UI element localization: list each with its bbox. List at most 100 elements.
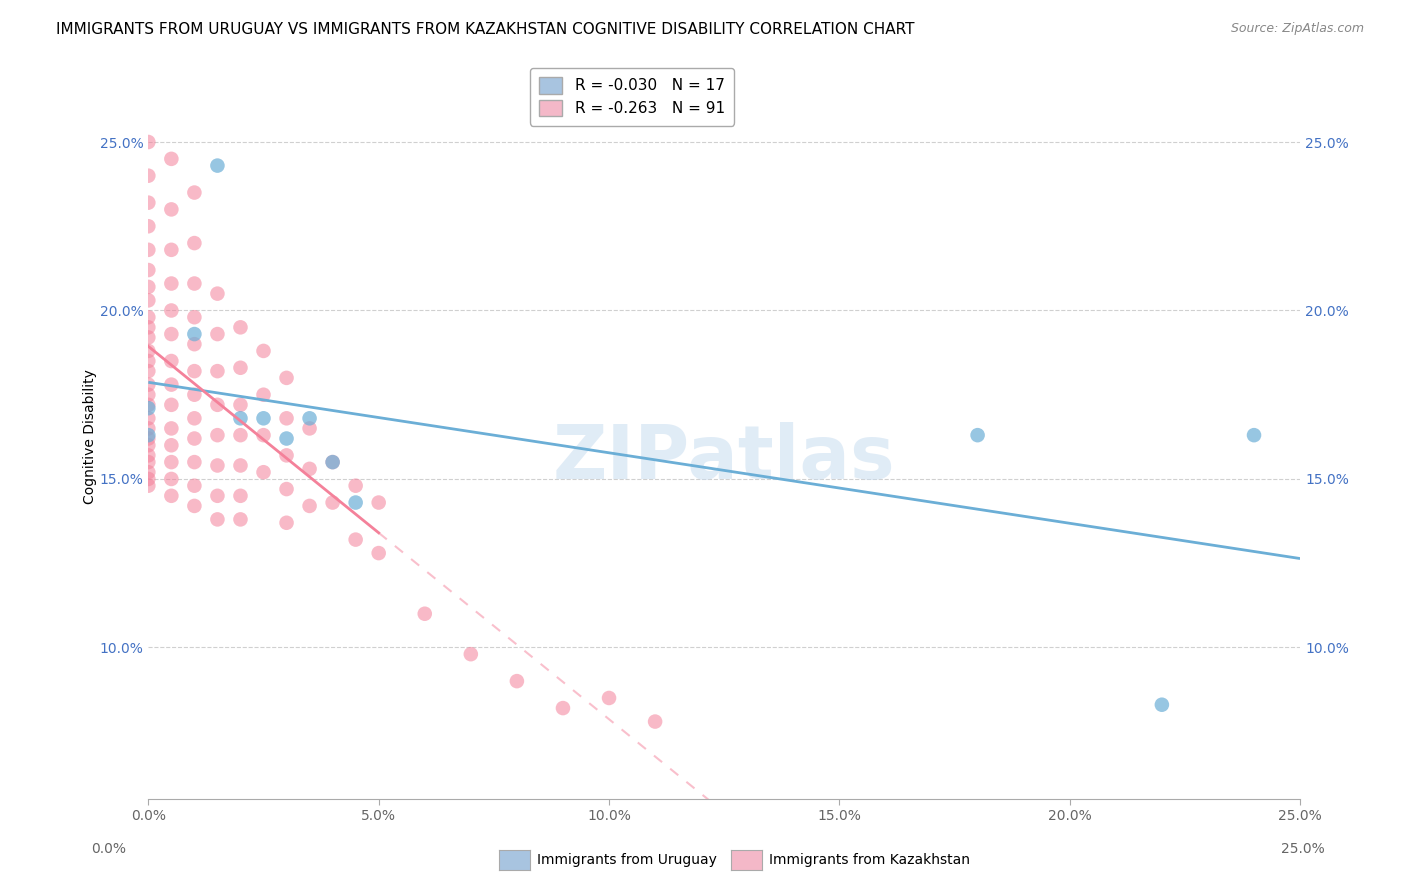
Point bbox=[298, 421, 321, 435]
Point bbox=[1150, 698, 1173, 712]
Point bbox=[207, 428, 229, 442]
Point bbox=[160, 489, 183, 503]
Point bbox=[138, 438, 160, 452]
Point bbox=[229, 360, 252, 375]
Text: ZIPatlas: ZIPatlas bbox=[553, 422, 896, 495]
Point bbox=[138, 219, 160, 234]
Point bbox=[183, 327, 205, 342]
Point bbox=[322, 455, 344, 469]
Point bbox=[138, 428, 160, 442]
Point bbox=[229, 411, 252, 425]
Point bbox=[138, 449, 160, 463]
Point bbox=[160, 438, 183, 452]
Point bbox=[344, 533, 367, 547]
Point bbox=[160, 472, 183, 486]
Point bbox=[1243, 428, 1265, 442]
Point bbox=[276, 432, 298, 446]
Text: 25.0%: 25.0% bbox=[1281, 842, 1324, 856]
Point bbox=[160, 243, 183, 257]
Point bbox=[183, 388, 205, 402]
Point bbox=[252, 411, 274, 425]
Point bbox=[413, 607, 436, 621]
Point bbox=[207, 159, 229, 173]
Point bbox=[460, 647, 482, 661]
Point bbox=[160, 377, 183, 392]
Point bbox=[276, 411, 298, 425]
Point bbox=[138, 320, 160, 334]
Point bbox=[551, 701, 574, 715]
Point bbox=[506, 674, 529, 689]
Point bbox=[183, 186, 205, 200]
Point bbox=[183, 479, 205, 493]
Point bbox=[138, 135, 160, 149]
Point bbox=[138, 455, 160, 469]
Point bbox=[138, 169, 160, 183]
Point bbox=[138, 401, 160, 416]
Point bbox=[183, 364, 205, 378]
Point bbox=[344, 479, 367, 493]
Point bbox=[598, 690, 620, 705]
Point bbox=[183, 236, 205, 251]
Point bbox=[138, 432, 160, 446]
Point bbox=[183, 277, 205, 291]
Point bbox=[229, 398, 252, 412]
Text: 0.0%: 0.0% bbox=[91, 842, 127, 856]
Point bbox=[183, 499, 205, 513]
Point bbox=[207, 458, 229, 473]
Text: Immigrants from Uruguay: Immigrants from Uruguay bbox=[537, 853, 717, 867]
Point bbox=[966, 428, 988, 442]
Point bbox=[138, 398, 160, 412]
Point bbox=[207, 286, 229, 301]
Point bbox=[138, 364, 160, 378]
Point bbox=[183, 310, 205, 325]
Point bbox=[644, 714, 666, 729]
Point bbox=[160, 277, 183, 291]
Point bbox=[207, 398, 229, 412]
Point bbox=[138, 411, 160, 425]
Point bbox=[276, 516, 298, 530]
Point bbox=[252, 465, 274, 479]
Legend: R = -0.030   N = 17, R = -0.263   N = 91: R = -0.030 N = 17, R = -0.263 N = 91 bbox=[530, 68, 734, 126]
Point bbox=[367, 546, 389, 560]
Point bbox=[276, 449, 298, 463]
Point bbox=[138, 343, 160, 358]
Text: IMMIGRANTS FROM URUGUAY VS IMMIGRANTS FROM KAZAKHSTAN COGNITIVE DISABILITY CORRE: IMMIGRANTS FROM URUGUAY VS IMMIGRANTS FR… bbox=[56, 22, 915, 37]
Point bbox=[298, 499, 321, 513]
Point bbox=[138, 310, 160, 325]
Point bbox=[160, 354, 183, 368]
Point bbox=[138, 195, 160, 210]
Point bbox=[252, 343, 274, 358]
Point bbox=[160, 303, 183, 318]
Point bbox=[183, 455, 205, 469]
Point bbox=[207, 489, 229, 503]
Point bbox=[138, 479, 160, 493]
Point bbox=[207, 364, 229, 378]
Point bbox=[229, 489, 252, 503]
Point bbox=[229, 320, 252, 334]
Point bbox=[276, 371, 298, 385]
Point bbox=[138, 263, 160, 277]
Point bbox=[138, 280, 160, 294]
Point bbox=[367, 495, 389, 509]
Point bbox=[138, 293, 160, 308]
Point bbox=[322, 495, 344, 509]
Point bbox=[298, 411, 321, 425]
Y-axis label: Cognitive Disability: Cognitive Disability bbox=[83, 369, 97, 504]
Point bbox=[252, 388, 274, 402]
Point bbox=[183, 411, 205, 425]
Point bbox=[160, 327, 183, 342]
Point bbox=[160, 152, 183, 166]
Point bbox=[160, 421, 183, 435]
Point bbox=[138, 388, 160, 402]
Point bbox=[138, 472, 160, 486]
Point bbox=[160, 398, 183, 412]
Point bbox=[138, 421, 160, 435]
Point bbox=[160, 202, 183, 217]
Point bbox=[160, 455, 183, 469]
Text: Immigrants from Kazakhstan: Immigrants from Kazakhstan bbox=[769, 853, 970, 867]
Point bbox=[322, 455, 344, 469]
Point bbox=[229, 428, 252, 442]
Point bbox=[207, 327, 229, 342]
Point bbox=[138, 377, 160, 392]
Point bbox=[183, 337, 205, 351]
